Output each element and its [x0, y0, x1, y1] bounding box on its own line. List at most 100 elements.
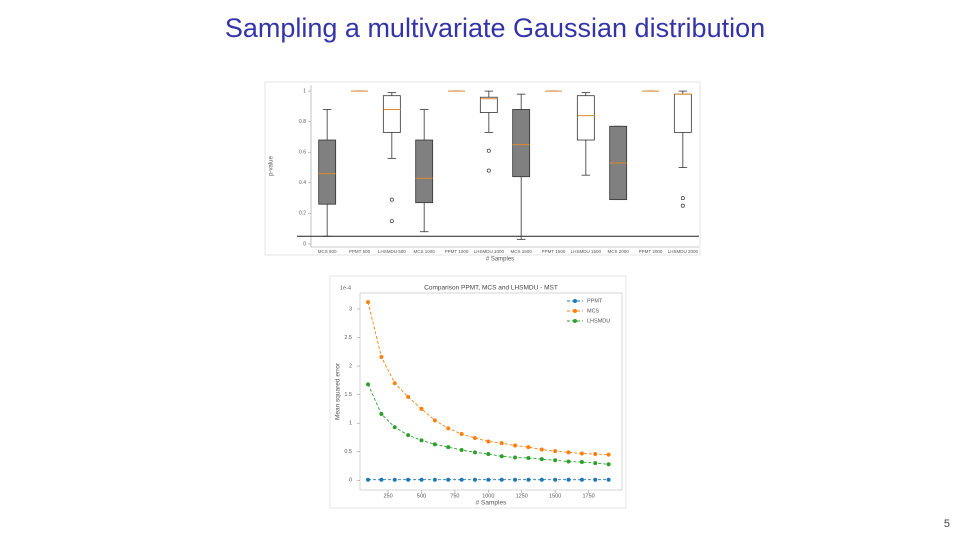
y-tick-label: 2.5: [344, 335, 352, 341]
x-tick-label: PPMT 1500: [542, 249, 566, 254]
data-point: [539, 447, 544, 452]
x-tick-label: PPMT 1000: [445, 249, 469, 254]
chart-title: Comparison PPMT, MCS and LHSMDU - MST: [424, 285, 558, 292]
legend-marker: [573, 299, 577, 303]
data-point: [406, 433, 411, 438]
data-point: [392, 425, 397, 430]
data-point: [459, 448, 464, 453]
data-point: [419, 477, 424, 482]
legend-label: LHSMDU: [587, 318, 610, 324]
x-tick-label: 1750: [582, 493, 594, 499]
box: [673, 93, 692, 133]
data-point: [419, 406, 424, 411]
line-figure: [329, 275, 627, 509]
x-tick-label: MCS 1000: [414, 249, 436, 254]
data-point: [406, 394, 411, 399]
data-point: [593, 477, 598, 482]
y-tick-label: 1: [349, 421, 352, 427]
data-point: [486, 452, 491, 457]
data-point: [553, 477, 558, 482]
data-point: [446, 426, 451, 431]
x-tick-label: MCS 1500: [511, 249, 533, 254]
y-tick-label: 2: [349, 364, 352, 370]
legend-label: PPMT: [587, 298, 603, 304]
data-point: [432, 477, 437, 482]
data-point: [446, 477, 451, 482]
data-point: [459, 432, 464, 437]
data-point: [513, 477, 518, 482]
data-point: [539, 477, 544, 482]
x-tick-label: 1250: [516, 493, 528, 499]
outlier: [389, 219, 394, 223]
data-point: [392, 381, 397, 386]
data-point: [566, 459, 571, 464]
x-tick-label: LHSMDU 2000: [668, 249, 699, 254]
data-point: [526, 477, 531, 482]
x-tick-label: LHSMDU 1500: [571, 249, 602, 254]
legend-marker: [573, 319, 577, 323]
x-tick-label: 250: [383, 493, 392, 499]
x-tick-label: 1500: [549, 493, 561, 499]
data-point: [513, 443, 518, 448]
data-point: [553, 449, 558, 454]
x-axis-label: # Samples: [486, 257, 514, 263]
slide-title: Sampling a multivariate Gaussian distrib…: [225, 13, 765, 43]
outlier: [486, 168, 491, 173]
data-point: [579, 451, 584, 456]
legend-label: MCS: [587, 308, 600, 314]
data-point: [593, 461, 598, 466]
plot-frame: [359, 292, 623, 491]
box: [415, 139, 434, 204]
x-tick-label: LHSMDU 500: [378, 249, 406, 254]
box: [318, 139, 337, 205]
data-point: [419, 438, 424, 443]
data-point: [526, 445, 531, 450]
data-point: [579, 477, 584, 482]
data-point: [379, 477, 384, 482]
y-tick-label: 0.2: [299, 211, 306, 217]
y-tick-label: 0.6: [299, 150, 306, 156]
data-point: [499, 441, 504, 446]
data-point: [606, 452, 611, 457]
data-point: [566, 477, 571, 482]
data-point: [593, 452, 598, 457]
data-point: [486, 477, 491, 482]
x-tick-label: PPMT 2000: [639, 249, 663, 254]
data-point: [606, 462, 611, 467]
box: [576, 95, 595, 141]
y-tick-label: 0.8: [299, 119, 306, 125]
data-point: [526, 456, 531, 461]
x-tick-label: PPMT 500: [349, 249, 371, 254]
y-axis-label: Mean squared error: [335, 362, 342, 420]
data-point: [432, 442, 437, 447]
data-point: [406, 477, 411, 482]
data-point: [499, 477, 504, 482]
data-point: [472, 477, 477, 482]
data-point: [366, 382, 371, 387]
y-tick-label: 1.5: [344, 392, 352, 398]
page-number: 5: [944, 518, 950, 530]
data-point: [432, 418, 437, 423]
box: [479, 96, 498, 113]
data-point: [553, 458, 558, 463]
data-point: [379, 354, 384, 359]
data-point: [459, 477, 464, 482]
data-point: [606, 477, 611, 482]
outlier: [486, 148, 491, 153]
x-tick-label: 1000: [482, 493, 494, 499]
data-point: [499, 454, 504, 459]
data-point: [579, 460, 584, 465]
axis-offset: 1e-4: [340, 285, 351, 291]
data-point: [486, 439, 491, 444]
data-point: [446, 445, 451, 450]
data-point: [472, 436, 477, 441]
data-point: [539, 457, 544, 462]
y-tick-label: 0: [303, 241, 306, 247]
y-tick-label: 0.4: [299, 180, 306, 186]
x-tick-label: MCS 2000: [608, 249, 630, 254]
x-tick-label: 750: [450, 493, 459, 499]
y-tick-label: 3: [349, 306, 352, 312]
box: [512, 109, 531, 178]
data-point: [513, 455, 518, 460]
